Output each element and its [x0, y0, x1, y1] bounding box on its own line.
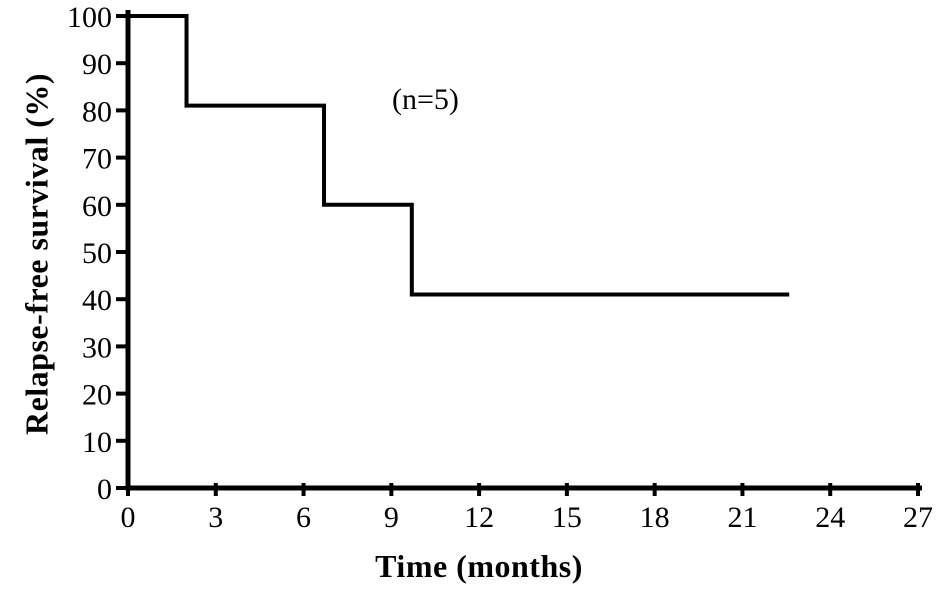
x-tick-label: 15	[552, 501, 582, 534]
y-tick-label: 70	[82, 143, 112, 176]
y-tick-label: 0	[97, 473, 112, 506]
y-tick-label: 90	[82, 48, 112, 81]
x-tick-label: 12	[464, 501, 494, 534]
y-tick-label: 10	[82, 426, 112, 459]
y-tick-label: 30	[82, 331, 112, 364]
survival-curve	[128, 14, 790, 297]
x-tick-label: 3	[208, 501, 223, 534]
x-tick-label: 27	[903, 501, 933, 534]
y-tick-label: 100	[67, 1, 112, 34]
x-tick-label: 24	[815, 501, 845, 534]
x-tick-label: 18	[640, 501, 670, 534]
x-tick-label: 9	[384, 501, 399, 534]
y-tick-label: 40	[82, 284, 112, 317]
x-axis-title: Time (months)	[375, 548, 583, 584]
y-tick-label: 80	[82, 95, 112, 128]
y-tick-label: 60	[82, 190, 112, 223]
sample-size-annotation: (n=5)	[392, 83, 459, 116]
x-tick-label: 0	[121, 501, 136, 534]
y-tick-label: 50	[82, 237, 112, 270]
y-tick-label: 20	[82, 379, 112, 412]
x-tick-label: 21	[727, 501, 757, 534]
x-tick-label: 6	[296, 501, 311, 534]
y-axis-title: Relapse-free survival (%)	[18, 72, 55, 436]
